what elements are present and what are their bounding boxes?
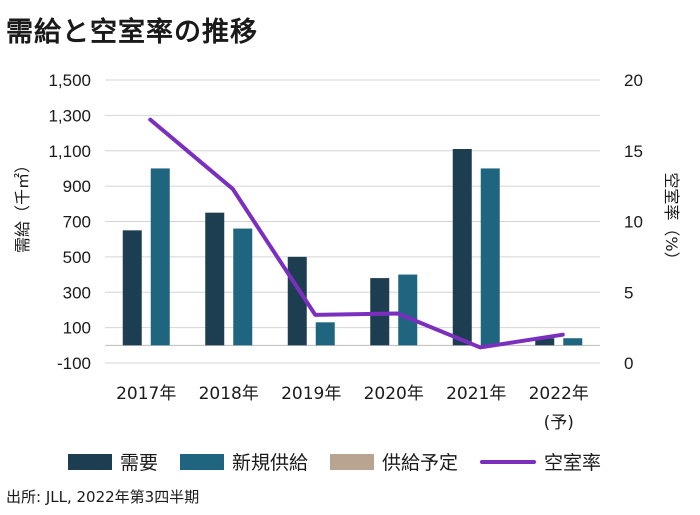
left-tick-label: 700 [63,213,91,232]
category-label: 2020年 [364,384,424,404]
source-note: 出所: JLL, 2022年第3四半期 [6,488,200,506]
left-tick-label: 1,500 [48,71,91,90]
category-sublabel: (予) [544,413,574,433]
bar-new-supply [480,168,500,346]
bar-demand [122,230,142,346]
legend-label-planned-supply: 供給予定 [382,452,459,474]
left-tick-label: 300 [63,283,91,302]
legend-item-new-supply: 新規供給 [180,448,308,475]
bars [122,148,583,346]
bar-demand [535,338,555,346]
category-label: 2019年 [281,384,341,404]
legend-item-vacancy: 空室率 [480,448,601,475]
right-tick-label: 10 [624,213,643,232]
bar-new-supply [233,228,253,346]
bar-new-supply [150,168,170,346]
left-tick-label: 500 [63,248,91,267]
left-axis-title: 需給（千㎡） [13,157,32,253]
bar-demand [370,278,390,346]
legend-swatch-demand [68,453,112,470]
left-axis-ticks: -100 100 300 500 700 900 1,100 1,300 1,500 [48,71,91,373]
category-label: 2018年 [199,384,259,404]
legend-item-planned-supply: 供給予定 [330,448,458,475]
right-tick-label: 20 [624,71,643,90]
legend-swatch-planned-supply [330,453,375,470]
legend-label-demand: 需要 [120,452,159,474]
category-labels: 2017年 2018年 2019年 2020年 2021年 2022年 (予) [116,384,589,433]
chart-title: 需給と空室率の推移 [6,17,258,48]
left-tick-label: 900 [63,177,91,196]
category-label: 2021年 [446,384,506,404]
left-tick-label: 1,300 [48,106,91,125]
category-label: 2022年 [529,384,589,404]
grid-lines [105,79,600,364]
bar-new-supply [398,274,418,346]
right-tick-label: 5 [624,283,633,302]
right-tick-label: 15 [624,142,643,161]
vacancy-rate-line [148,117,565,350]
left-tick-label: 1,100 [48,142,91,161]
vacancy-line [148,117,565,350]
legend: 需要 新規供給 供給予定 空室率 [68,448,623,475]
left-tick-label: -100 [57,354,91,373]
right-axis-ticks: 0 5 10 15 20 [624,71,643,373]
left-tick-label: 100 [63,319,91,338]
legend-label-vacancy: 空室率 [544,452,602,474]
bar-demand [452,148,472,346]
legend-item-demand: 需要 [68,448,158,475]
legend-swatch-new-supply [180,453,225,470]
bar-demand [205,212,225,346]
bar-new-supply [563,338,583,346]
right-tick-label: 0 [624,354,633,373]
legend-label-new-supply: 新規供給 [232,452,309,474]
right-axis-title: 空室率（%） [662,172,681,267]
bar-new-supply [315,322,335,346]
category-label: 2017年 [116,384,176,404]
legend-swatch-vacancy [480,459,537,464]
